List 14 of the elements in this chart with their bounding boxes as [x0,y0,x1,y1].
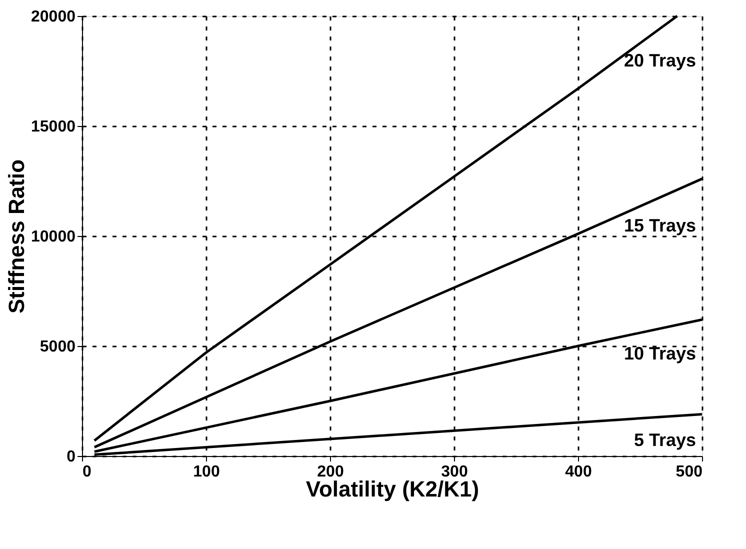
y-tick-label: 5000 [40,338,76,356]
y-tick-label: 10000 [31,228,76,246]
x-tick-label: 0 [82,464,92,480]
series-label: 15 Trays [624,216,696,236]
x-tick-label: 400 [565,464,592,480]
x-tick-label: 100 [193,464,220,480]
y-tick-label: 0 [66,448,76,466]
series-label: 20 Trays [624,50,696,71]
x-tick-label: 500 [676,464,703,480]
series-label: 10 Trays [624,343,696,364]
series-label: 5 Trays [634,430,696,450]
y-tick-label: 15000 [31,118,76,136]
y-tick-label: 20000 [31,8,76,26]
y-axis-title: Stiffness Ratio [4,159,30,314]
